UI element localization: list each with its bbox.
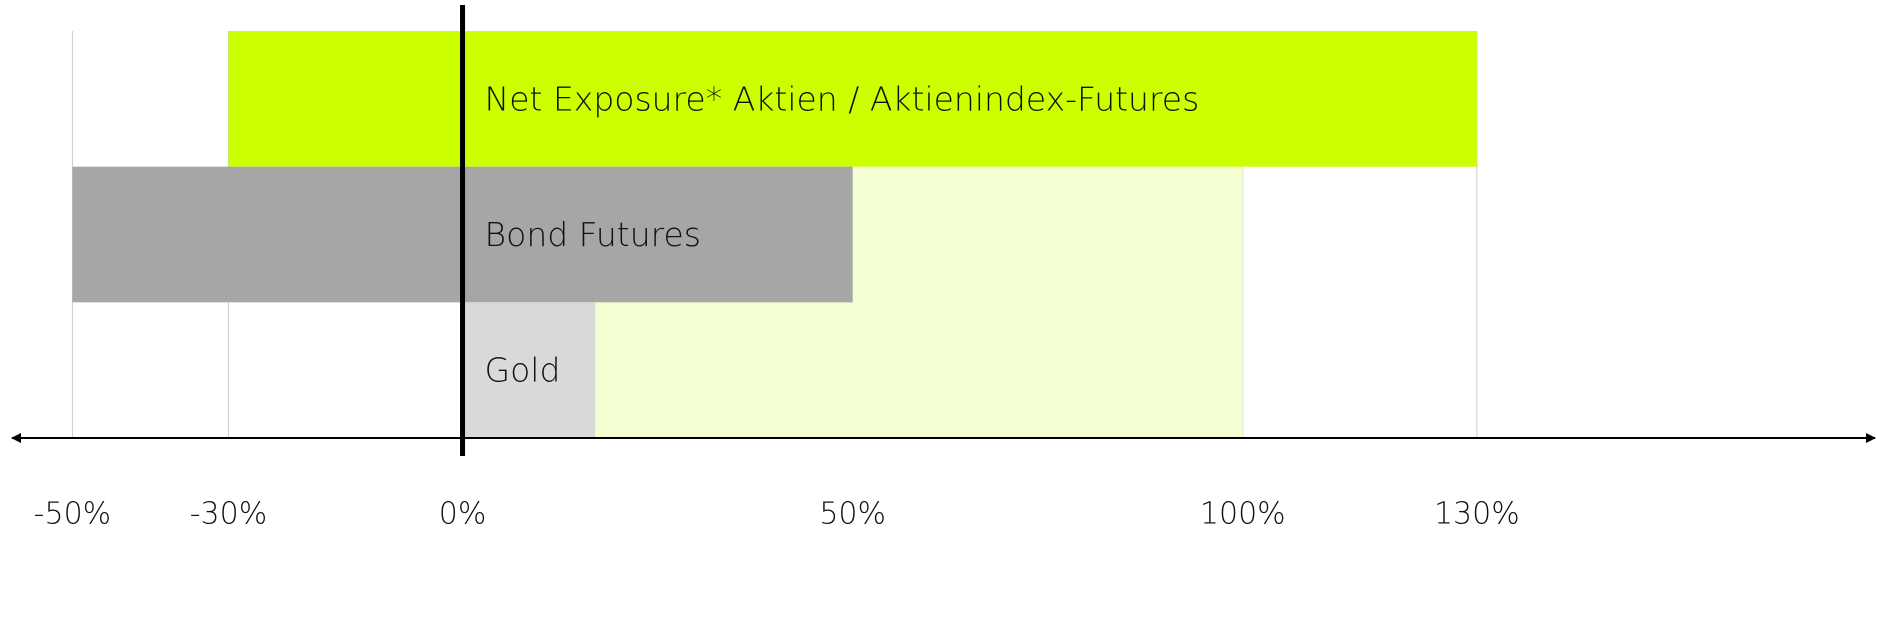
bar-label: Gold xyxy=(485,351,561,390)
x-tick-label: 50% xyxy=(819,497,886,532)
overlay: -50% -30% 0% 50% 100% 130% Net Exposure* Aktie… xyxy=(34,5,1520,532)
x-tick-label: -30% xyxy=(190,497,268,532)
bar-label: Bond Futures xyxy=(485,215,701,254)
x-tick-label: -50% xyxy=(34,497,112,532)
bar xyxy=(228,31,1477,167)
x-tick-label: 100% xyxy=(1200,497,1286,532)
bar xyxy=(462,302,596,438)
x-tick-label: 130% xyxy=(1434,497,1520,532)
bar-label: Net Exposure* Aktien / Aktienindex-Futur… xyxy=(485,79,1200,118)
x-tick-label: 0% xyxy=(439,497,487,532)
